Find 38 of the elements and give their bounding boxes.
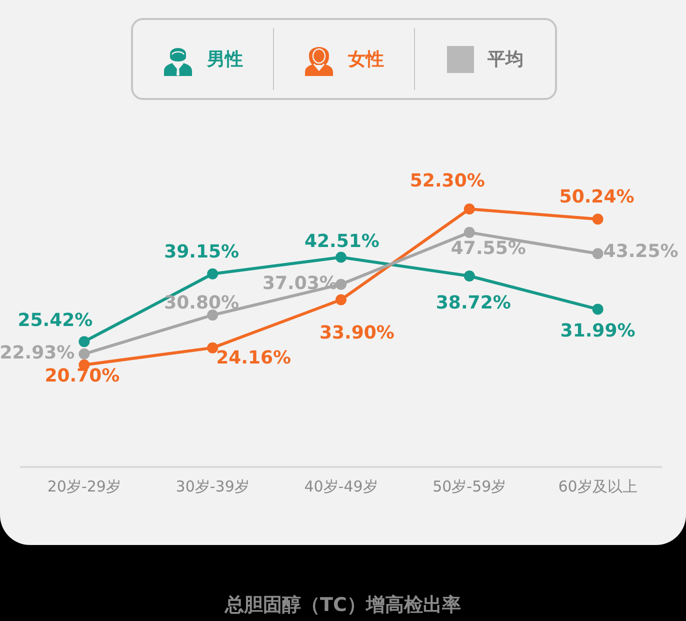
x-tick-label: 40岁-49岁 bbox=[304, 478, 378, 496]
x-tick-label: 50岁-59岁 bbox=[432, 478, 506, 496]
legend-label: 平均 bbox=[488, 48, 524, 71]
point bbox=[336, 294, 346, 306]
data-label: 47.55% bbox=[450, 238, 526, 259]
point bbox=[336, 252, 346, 263]
point bbox=[592, 214, 604, 225]
x-tick-label: 20岁-29岁 bbox=[47, 478, 121, 496]
legend-label: 女性 bbox=[348, 48, 384, 71]
data-label: 42.51% bbox=[304, 230, 380, 252]
data-label: 38.72% bbox=[436, 292, 511, 314]
point bbox=[207, 310, 218, 321]
data-label: 43.25% bbox=[603, 241, 678, 262]
data-label: 50.24% bbox=[559, 186, 634, 208]
data-label: 39.15% bbox=[164, 241, 240, 262]
point bbox=[464, 270, 475, 282]
data-label: 30.80% bbox=[164, 292, 240, 314]
point bbox=[78, 348, 90, 360]
data-label: 37.03% bbox=[262, 272, 338, 294]
point bbox=[592, 248, 604, 260]
point bbox=[464, 226, 475, 238]
legend-label: 男性 bbox=[207, 48, 243, 71]
data-label: 22.93% bbox=[0, 342, 75, 364]
point bbox=[336, 278, 346, 290]
x-tick-label: 60岁及以上 bbox=[558, 478, 638, 496]
data-label: 31.99% bbox=[560, 320, 636, 342]
data-label: 20.70% bbox=[44, 365, 120, 386]
data-label: 25.42% bbox=[18, 310, 93, 332]
point bbox=[78, 336, 90, 348]
point bbox=[592, 304, 604, 315]
text: 总胆固醇（TC）增高检出率 bbox=[224, 593, 462, 618]
point bbox=[207, 342, 218, 354]
point bbox=[207, 268, 218, 280]
data-label: 52.30% bbox=[410, 170, 485, 192]
point bbox=[464, 204, 475, 214]
data-label: 33.90% bbox=[320, 322, 394, 344]
x-tick-label: 30岁-39岁 bbox=[176, 478, 250, 496]
data-label: 24.16% bbox=[216, 347, 292, 368]
